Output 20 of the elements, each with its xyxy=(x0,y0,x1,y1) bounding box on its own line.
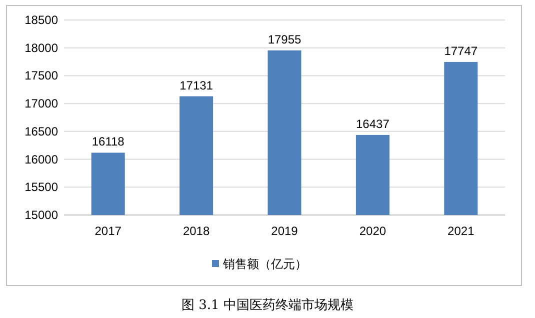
y-tick-label: 18000 xyxy=(24,40,58,55)
legend-label: 销售额（亿元） xyxy=(222,257,307,271)
x-tick-label: 2018 xyxy=(182,224,210,238)
x-tick-label: 2017 xyxy=(94,224,122,238)
x-tick-label: 2019 xyxy=(271,224,298,238)
y-tick-label: 17500 xyxy=(24,68,58,83)
data-label: 16437 xyxy=(356,116,390,131)
caption: 图 3.1 中国医药终端市场规模 xyxy=(182,298,354,313)
y-tick-label: 15000 xyxy=(24,208,58,222)
y-tick-label: 17000 xyxy=(24,96,58,111)
y-tick-label: 15500 xyxy=(24,180,58,194)
data-label: 17747 xyxy=(444,44,478,58)
y-tick-label: 18500 xyxy=(24,13,58,27)
y-tick-label: 16500 xyxy=(24,124,58,138)
y-tick-label: 16000 xyxy=(24,152,58,166)
x-tick-label: 2020 xyxy=(359,224,386,238)
data-label: 17955 xyxy=(268,32,302,46)
data-label: 16118 xyxy=(92,134,125,149)
x-tick-label: 2021 xyxy=(448,224,475,238)
data-label: 17131 xyxy=(180,78,214,92)
